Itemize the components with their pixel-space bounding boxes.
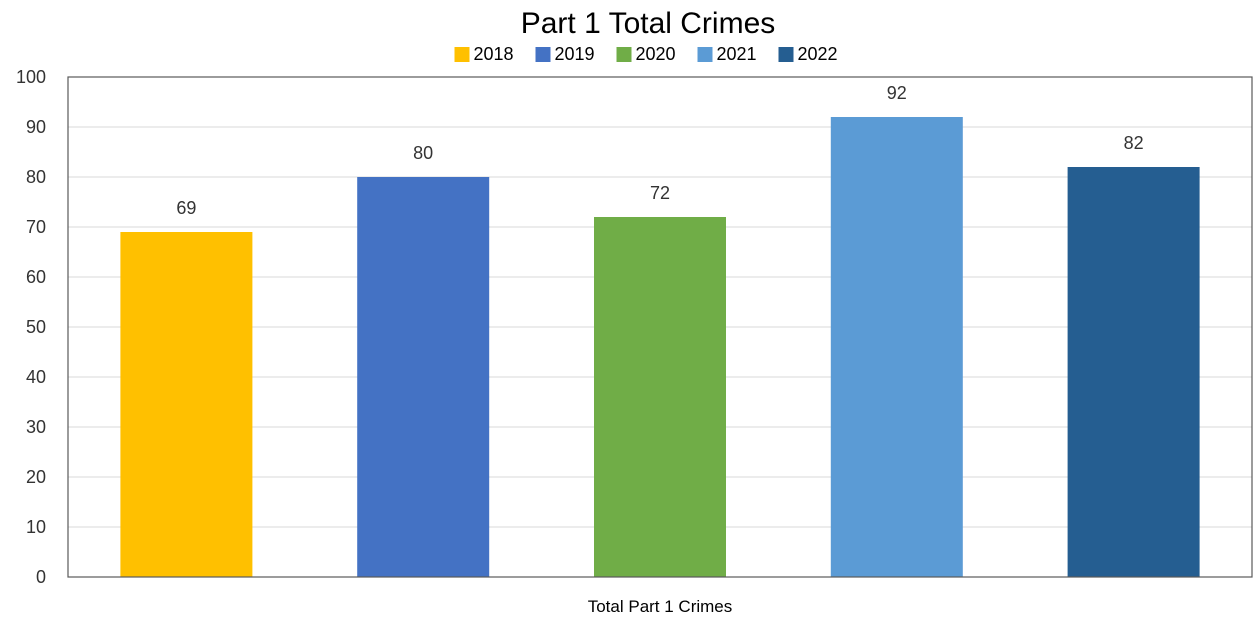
y-tick-label: 80 bbox=[26, 167, 46, 187]
x-axis-category-label: Total Part 1 Crimes bbox=[588, 597, 733, 616]
data-label-2020: 72 bbox=[650, 183, 670, 203]
data-label-2022: 82 bbox=[1124, 133, 1144, 153]
y-tick-label: 40 bbox=[26, 367, 46, 387]
data-labels: 69 80 72 92 82 bbox=[176, 83, 1143, 218]
bar-2020 bbox=[594, 217, 726, 577]
y-tick-label: 50 bbox=[26, 317, 46, 337]
y-axis: 0 10 20 30 40 50 60 70 80 90 100 bbox=[16, 67, 46, 587]
y-tick-label: 30 bbox=[26, 417, 46, 437]
legend-swatch-2021 bbox=[697, 47, 713, 62]
legend-swatch-2020 bbox=[616, 47, 632, 62]
y-tick-label: 20 bbox=[26, 467, 46, 487]
data-label-2019: 80 bbox=[413, 143, 433, 163]
legend-swatch-2019 bbox=[535, 47, 551, 62]
y-tick-label: 100 bbox=[16, 67, 46, 87]
data-label-2021: 92 bbox=[887, 83, 907, 103]
y-tick-label: 10 bbox=[26, 517, 46, 537]
y-tick-label: 0 bbox=[36, 567, 46, 587]
y-tick-label: 90 bbox=[26, 117, 46, 137]
legend-label-2020: 2020 bbox=[636, 44, 676, 64]
legend-label-2018: 2018 bbox=[474, 44, 514, 64]
legend-swatch-2022 bbox=[778, 47, 794, 62]
legend-label-2022: 2022 bbox=[798, 44, 838, 64]
plot-frame bbox=[67, 76, 1253, 578]
y-tick-label: 70 bbox=[26, 217, 46, 237]
bar-2018 bbox=[120, 232, 253, 577]
legend: 2018 2019 2020 2021 2022 bbox=[454, 44, 838, 64]
legend-label-2021: 2021 bbox=[717, 44, 757, 64]
y-tick-label: 60 bbox=[26, 267, 46, 287]
bars bbox=[120, 117, 1200, 577]
data-label-2018: 69 bbox=[176, 198, 196, 218]
bar-2021 bbox=[830, 117, 963, 577]
legend-swatch-2018 bbox=[454, 47, 470, 62]
bar-2022 bbox=[1067, 167, 1200, 577]
bar-2019 bbox=[357, 177, 490, 577]
chart-title: Part 1 Total Crimes bbox=[521, 7, 776, 40]
legend-label-2019: 2019 bbox=[555, 44, 595, 64]
